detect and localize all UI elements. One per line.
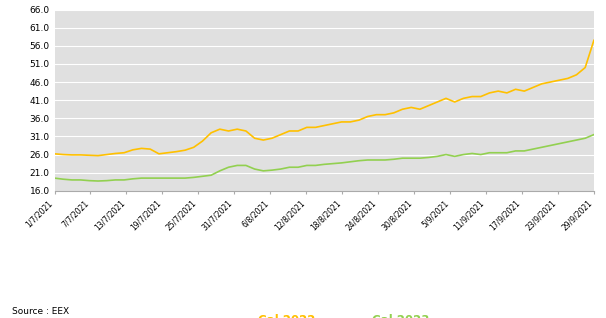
Cal 2022	[590, 38, 598, 42]
Cal 2023	[207, 173, 215, 177]
Cal 2022	[434, 100, 441, 104]
Cal 2023	[582, 136, 589, 140]
Cal 2022	[582, 66, 589, 69]
Cal 2022	[95, 154, 102, 157]
Text: Source : EEX: Source : EEX	[12, 308, 69, 316]
Cal 2023	[590, 133, 598, 136]
Cal 2022	[329, 122, 336, 126]
Cal 2023	[312, 163, 319, 167]
Cal 2023	[51, 176, 58, 180]
Cal 2023	[225, 165, 232, 169]
Cal 2022	[207, 131, 215, 135]
Legend: Cal 2022, Cal 2023: Cal 2022, Cal 2023	[215, 309, 434, 318]
Line: Cal 2022: Cal 2022	[55, 40, 594, 156]
Cal 2023	[329, 162, 336, 165]
Line: Cal 2023: Cal 2023	[55, 135, 594, 181]
Cal 2022	[51, 152, 58, 156]
Cal 2023	[434, 155, 441, 158]
Cal 2022	[225, 129, 232, 133]
Cal 2022	[312, 125, 319, 129]
Cal 2023	[95, 179, 102, 183]
